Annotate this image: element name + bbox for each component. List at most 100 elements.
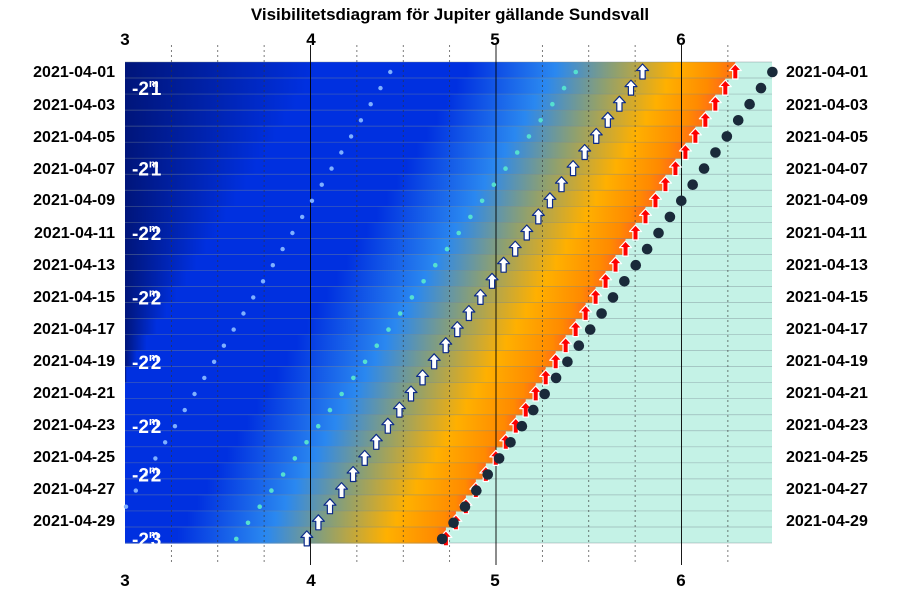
planet-rise-arrow <box>497 256 511 273</box>
magnitude-unit: m <box>149 529 159 541</box>
planet-rise-arrow <box>369 433 383 450</box>
sunrise-arrow <box>708 95 722 112</box>
left-date-label: 2021-04-17 <box>33 321 115 338</box>
sunrise-arrow <box>559 337 573 354</box>
cyan-dot <box>491 182 497 187</box>
sunrise-arrow-shape <box>618 240 633 257</box>
sunrise-arrow <box>728 63 742 80</box>
planet-rise-arrow-shape <box>624 79 638 96</box>
light-blue-dot <box>162 440 168 445</box>
sunrise-arrow-shape <box>688 127 702 144</box>
magnitude-unit: m <box>149 78 159 90</box>
right-date-label: 2021-04-07 <box>786 161 868 178</box>
dark-dot <box>710 147 721 158</box>
sunrise-arrow-shape <box>718 79 732 96</box>
planet-rise-arrow-shape <box>392 401 407 418</box>
magnitude-label: -2m2 <box>132 223 161 245</box>
planet-rise-arrow <box>554 176 569 193</box>
planet-rise-arrow <box>473 288 488 305</box>
light-blue-dot <box>299 214 305 220</box>
dark-dot <box>527 404 539 416</box>
planet-rise-arrow <box>392 401 407 418</box>
magnitude-label: -2m2 <box>132 416 161 438</box>
magnitude-decimal: 1 <box>151 79 162 100</box>
cyan-dot <box>304 440 309 445</box>
sunrise-arrow <box>718 79 732 96</box>
cyan-dot <box>561 85 567 91</box>
magnitude-unit: m <box>149 465 159 477</box>
left-date-label: 2021-04-15 <box>33 289 115 306</box>
sky-band-row <box>125 334 566 352</box>
sunrise-arrow <box>698 111 712 128</box>
sky-band-row <box>125 286 596 304</box>
light-blue-dot <box>378 85 383 91</box>
top-tick-label-6: 6 <box>676 30 685 49</box>
planet-rise-arrow-shape <box>635 63 650 80</box>
cyan-dot <box>351 375 356 381</box>
left-date-label: 2021-04-21 <box>33 385 115 402</box>
right-date-label: 2021-04-25 <box>786 449 868 466</box>
planet-rise-arrow <box>520 224 534 241</box>
light-blue-dot <box>123 504 129 509</box>
sky-band-row <box>125 174 666 191</box>
right-date-axis: 2021-04-01 2021-04-03 2021-04-05 2021-04… <box>786 64 868 530</box>
left-date-label: 2021-04-11 <box>34 225 115 242</box>
right-date-label: 2021-04-03 <box>786 97 868 114</box>
magnitude-unit: m <box>149 416 159 428</box>
planet-rise-arrow <box>323 498 337 515</box>
sunrise-arrow <box>608 256 623 273</box>
light-blue-dot <box>172 424 178 429</box>
dark-dot <box>732 115 744 126</box>
planet-rise-arrow-shape <box>369 433 383 450</box>
planet-rise-arrow <box>358 449 372 466</box>
light-blue-dot <box>339 150 344 155</box>
sky-band-row <box>125 270 606 288</box>
sunrise-arrow <box>658 176 673 193</box>
magnitude-unit: m <box>149 159 159 171</box>
sunrise-arrow-shape <box>559 337 573 354</box>
chart-title: Visibilitetsdiagram för Jupiter gällande… <box>251 5 649 24</box>
light-blue-dot <box>182 407 187 413</box>
dark-dot <box>619 276 630 287</box>
dark-dot <box>755 82 767 94</box>
light-blue-dot <box>211 359 217 364</box>
light-blue-dot <box>241 311 246 316</box>
magnitude-decimal: 2 <box>151 353 162 374</box>
top-tick-label-3: 3 <box>120 30 129 49</box>
sky-band-row <box>125 382 536 400</box>
sunrise-arrow-shape <box>628 224 643 241</box>
light-blue-dot <box>388 69 393 75</box>
dark-dot <box>562 356 573 368</box>
dark-dot <box>471 485 482 496</box>
planet-rise-arrow <box>508 240 522 257</box>
light-blue-dot <box>251 295 256 300</box>
light-blue-dot <box>358 118 364 123</box>
sky-band-row <box>125 462 486 480</box>
cyan-dot <box>339 391 344 397</box>
magnitude-label: -2m2 <box>132 465 161 487</box>
left-date-axis: 2021-04-01 2021-04-03 2021-04-05 2021-04… <box>33 64 115 530</box>
cyan-dot <box>280 472 286 477</box>
dark-dot <box>596 308 607 319</box>
planet-rise-arrow-shape <box>323 498 337 515</box>
right-date-label: 2021-04-21 <box>786 385 868 402</box>
planet-rise-arrow <box>485 272 499 289</box>
light-blue-dot <box>153 456 158 461</box>
right-date-label: 2021-04-09 <box>786 192 868 209</box>
right-date-label: 2021-04-05 <box>786 129 868 146</box>
sky-band-row <box>125 94 716 111</box>
planet-rise-arrow <box>612 95 626 112</box>
planet-rise-arrow-shape <box>404 385 418 402</box>
sunrise-arrow-shape <box>708 95 722 112</box>
dark-dot <box>641 243 653 255</box>
dark-dot <box>687 179 698 190</box>
light-blue-dot <box>192 391 197 397</box>
cyan-dot <box>397 311 403 316</box>
sky-bands <box>125 62 736 544</box>
sunrise-arrow <box>588 288 603 305</box>
magnitude-integer: -2 <box>132 160 149 181</box>
magnitude-label: -2m2 <box>132 287 161 309</box>
bottom-tick-label-3: 3 <box>120 571 129 590</box>
bottom-tick-label-5: 5 <box>490 571 499 590</box>
dark-dot <box>767 66 778 78</box>
